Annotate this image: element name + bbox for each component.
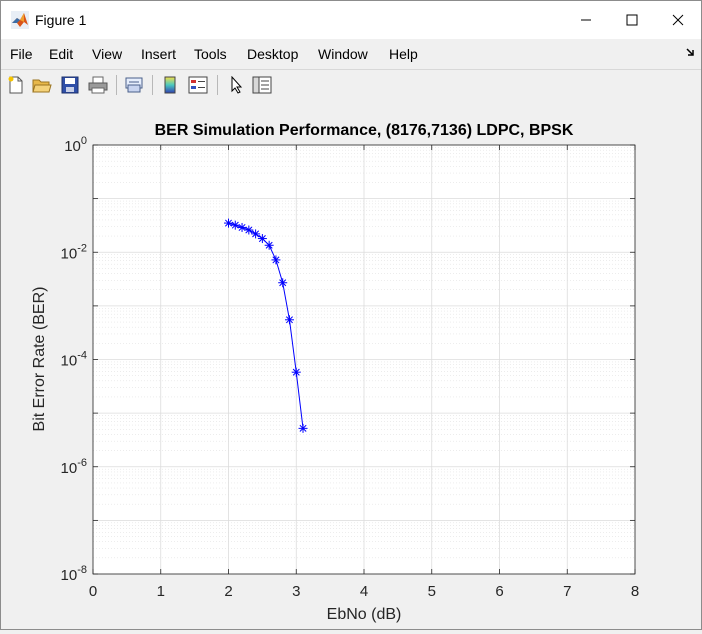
insert-legend-icon [188,76,208,94]
ber-data-point [278,278,288,288]
property-inspector-icon [252,76,272,94]
y-tick-exponent: -4 [77,350,87,362]
y-tick-base: 10 [61,245,78,262]
matlab-logo-icon [11,11,29,29]
y-tick-label: 10-8 [61,564,87,584]
y-tick-exponent: 0 [81,135,87,147]
menu-tools[interactable]: Tools [194,46,227,62]
asterisk-marker-stroke [231,221,239,229]
chart-title: BER Simulation Performance, (8176,7136) … [155,122,574,139]
y-tick-base: 10 [61,567,78,584]
print-button[interactable] [87,74,109,96]
asterisk-marker-stroke [279,279,287,287]
close-button[interactable] [655,1,701,39]
x-tick-label: 0 [89,583,97,600]
maximize-button[interactable] [609,1,655,39]
asterisk-marker-stroke [238,223,246,231]
edit-plot-button[interactable] [225,74,247,96]
menu-help[interactable]: Help [389,46,418,62]
toolbar-separator [116,75,117,95]
dock-arrow-icon[interactable] [685,47,695,57]
save-icon [61,76,79,94]
insert-colorbar-button[interactable] [159,74,181,96]
ber-data-point [244,225,254,235]
link-plot-icon [125,77,143,93]
asterisk-marker-stroke [224,219,233,227]
menu-window[interactable]: Window [318,46,368,62]
menu-bar: File Edit View Insert Tools Desktop Wind… [1,39,701,69]
y-tick-label: 10-6 [61,457,87,477]
toolbar-separator [152,75,153,95]
y-tick-exponent: -2 [77,242,87,254]
x-tick-label: 6 [495,583,503,600]
asterisk-marker-stroke [272,256,280,264]
asterisk-marker-stroke [299,424,307,432]
menu-edit[interactable]: Edit [49,46,74,62]
window-title: Figure 1 [35,12,87,28]
link-plot-button[interactable] [123,74,145,96]
x-tick-label: 5 [428,583,436,600]
asterisk-marker-stroke [258,235,266,243]
property-inspector-button[interactable] [251,74,273,96]
y-tick-label: 10-4 [61,350,87,370]
ber-data-point [298,423,308,433]
menu-desktop[interactable]: Desktop [247,46,299,62]
toolbar-separator [217,75,218,95]
y-axis-label: Bit Error Rate (BER) [31,287,48,432]
x-tick-label: 7 [563,583,571,600]
ber-data-point [230,220,240,230]
maximize-icon [626,14,638,26]
x-tick-label: 4 [360,583,368,600]
y-tick-label: 10-2 [61,242,87,262]
asterisk-marker-stroke [265,241,273,249]
save-button[interactable] [59,74,81,96]
ber-data-point [284,315,294,325]
edit-plot-pointer-icon [231,76,243,94]
y-tick-label: 100 [64,135,87,155]
print-icon [88,76,108,94]
insert-legend-button[interactable] [187,74,209,96]
insert-colorbar-icon [164,76,176,94]
y-tick-base: 10 [61,353,78,370]
new-figure-button[interactable] [5,74,27,96]
title-bar: Figure 1 [1,1,701,39]
y-tick-exponent: -8 [77,564,87,576]
ber-data-point [264,240,274,250]
close-icon [672,14,684,26]
ber-data-point [271,255,281,265]
y-tick-base: 10 [64,138,81,155]
asterisk-marker-stroke [245,226,253,234]
menu-view[interactable]: View [92,46,123,62]
x-tick-label: 3 [292,583,300,600]
menu-insert[interactable]: Insert [141,46,177,62]
minimize-icon [581,19,591,21]
asterisk-marker-stroke [292,368,300,376]
open-file-button[interactable] [31,74,53,96]
ber-data-point [224,218,233,228]
new-figure-icon [8,76,23,94]
ber-data-point [237,222,247,232]
ber-data-point [251,229,261,239]
x-tick-label: 8 [631,583,639,600]
ber-data-point [257,234,267,244]
x-tick-label: 1 [157,583,165,600]
y-tick-base: 10 [61,460,78,477]
x-axis-label: EbNo (dB) [327,606,402,623]
asterisk-marker-stroke [252,230,260,238]
y-tick-exponent: -6 [77,457,87,469]
ber-data-point [291,367,301,377]
open-file-icon [32,79,52,93]
x-tick-label: 2 [224,583,232,600]
minimize-button[interactable] [563,1,609,39]
asterisk-marker-stroke [285,316,293,324]
menu-file[interactable]: File [10,46,33,62]
figure-toolbar [1,69,701,103]
